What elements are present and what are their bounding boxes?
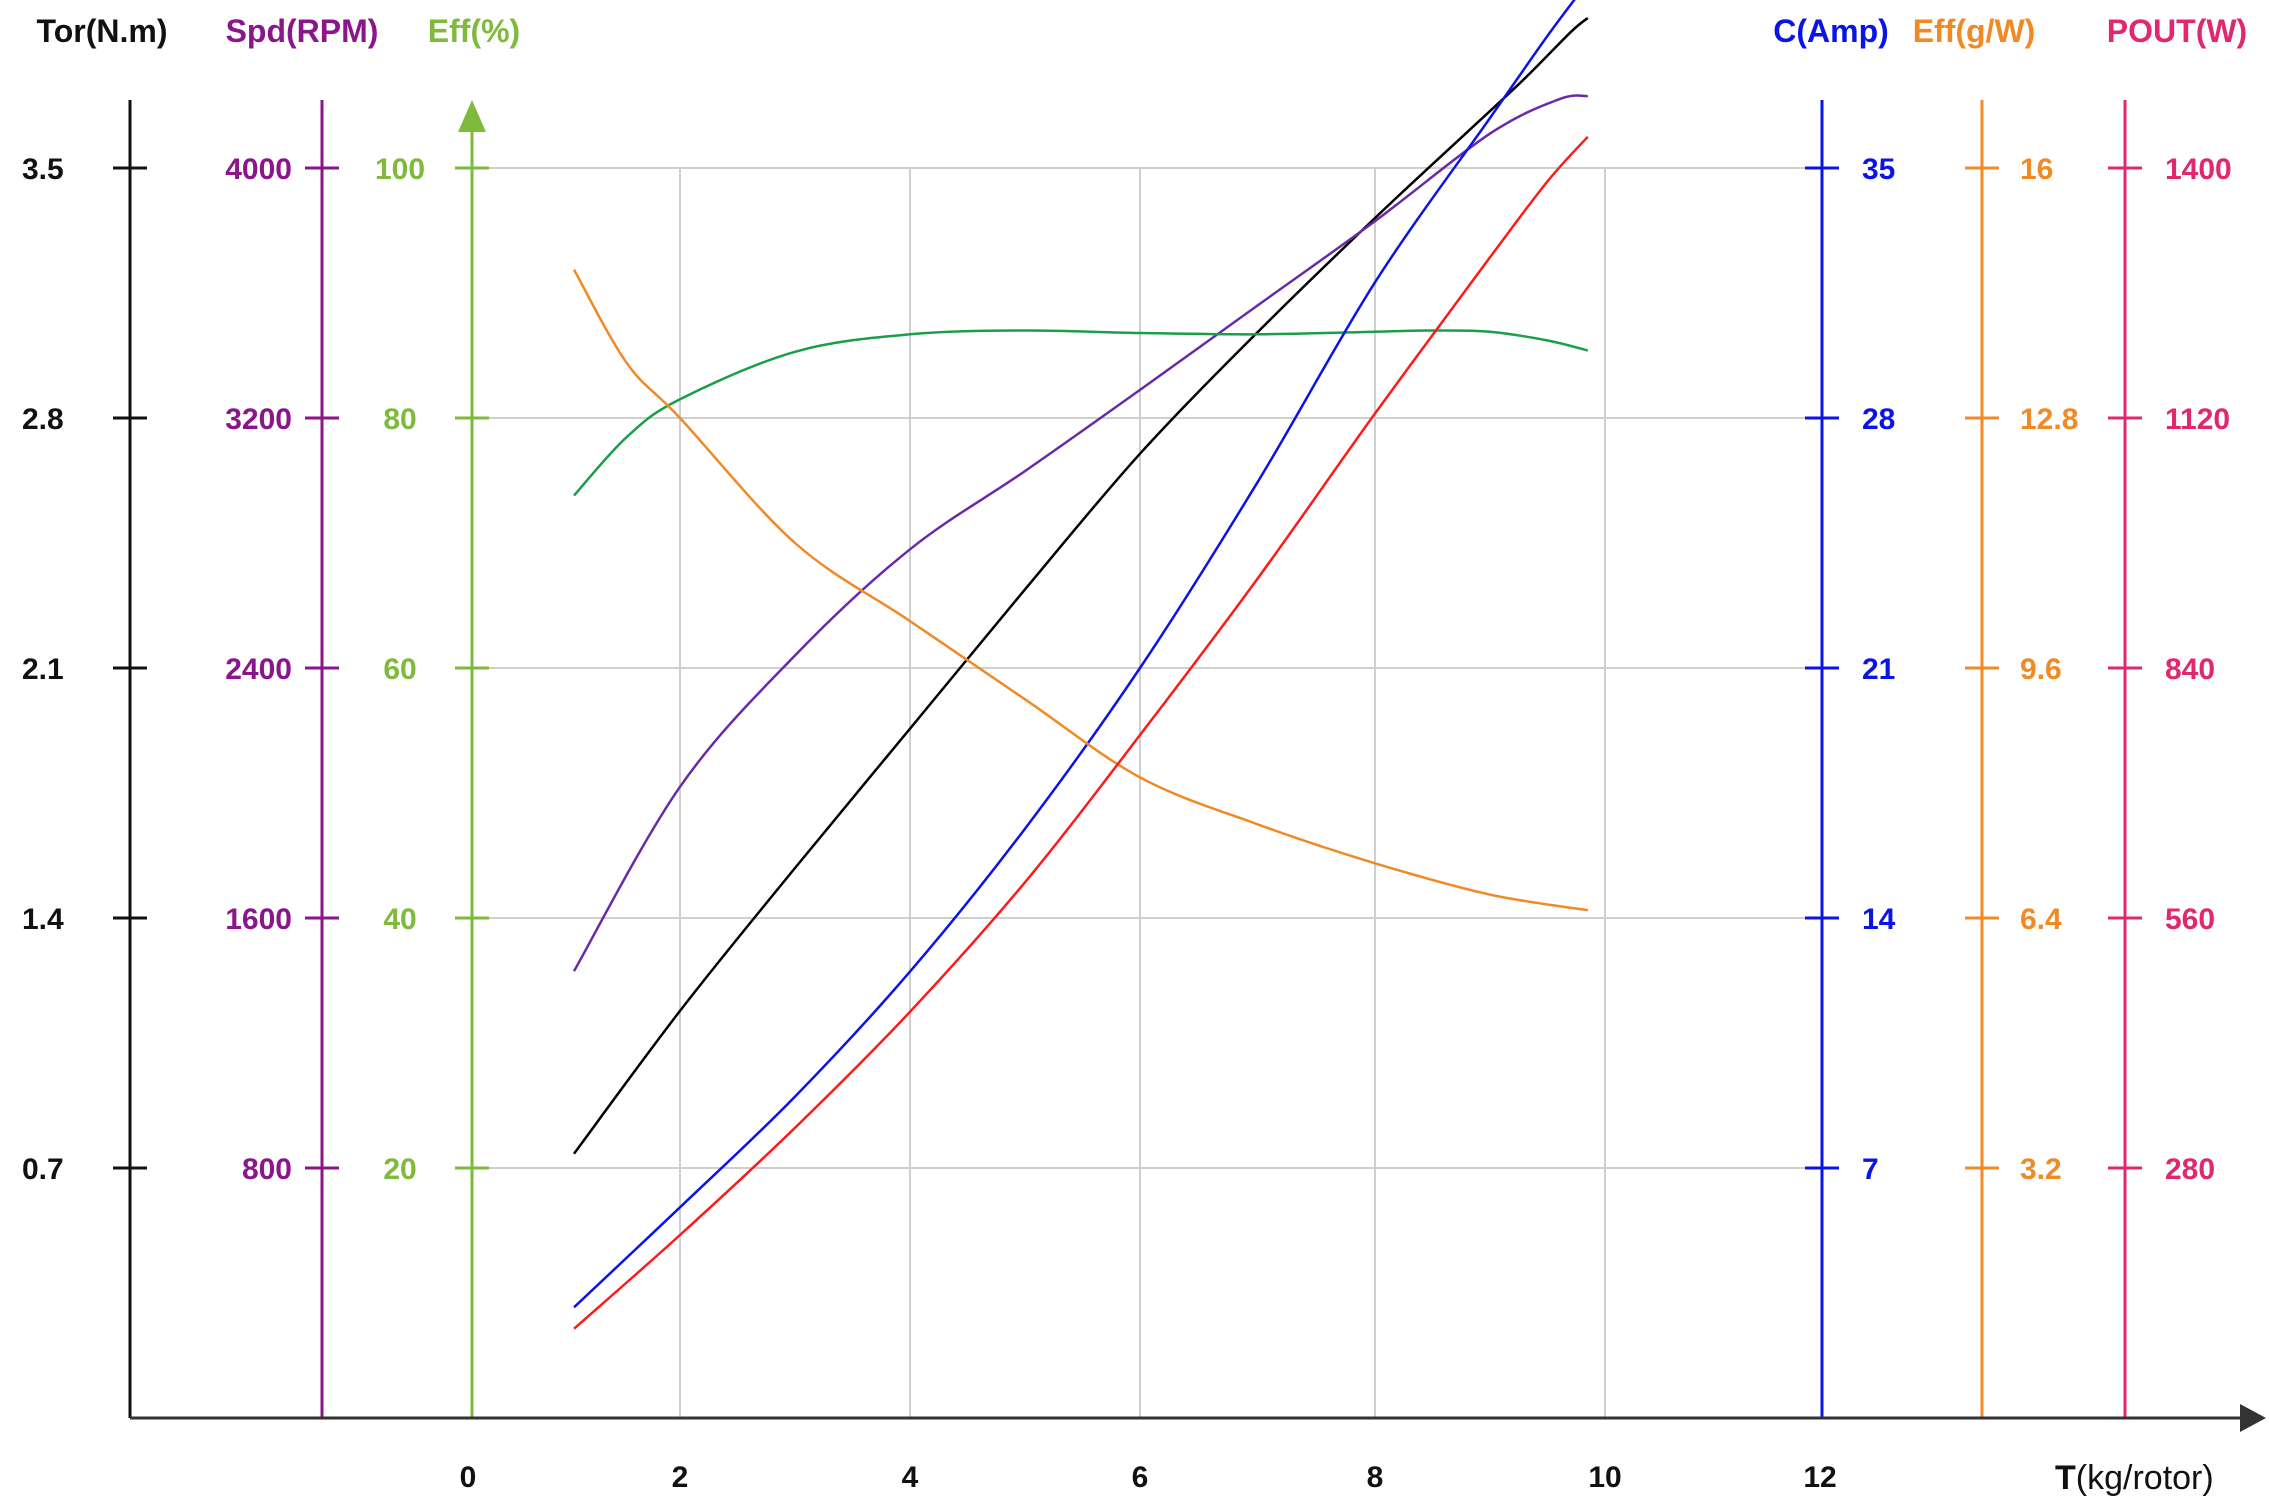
pout-axis-title: POUT(W) [2107,13,2247,49]
eff-axis-arrowhead [458,100,486,132]
eff-tick-label: 20 [383,1153,416,1186]
tor-tick-label: 3.5 [22,153,64,186]
x-axis: 0 2 4 6 8 10 12 T(kg/rotor) [130,1404,2266,1497]
cur-tick-label: 21 [1862,653,1895,686]
series-line-cur [573,0,1576,1309]
spd-tick-label: 800 [242,1153,292,1186]
effg-tick-label: 12.8 [2020,403,2078,436]
gridlines [472,167,1822,1418]
spd-tick-label: 1600 [225,903,292,936]
spd-tick-label: 2400 [225,653,292,686]
effg-tick-label: 9.6 [2020,653,2062,686]
x-tick-label: 4 [902,1461,919,1494]
eff-tick-label: 40 [383,903,416,936]
data-curves [572,0,1589,1330]
tor-tick-label: 2.8 [22,403,64,436]
cur-tick-label: 35 [1862,153,1895,186]
effg-tick-label: 6.4 [2020,903,2062,936]
tor-tick-label: 2.1 [22,653,64,686]
eff-tick-label: 100 [375,153,425,186]
x-tick-label: 2 [672,1461,689,1494]
series-line-eff [573,329,1589,497]
spd-tick-label: 4000 [225,153,292,186]
tor-tick-label: 1.4 [22,903,64,936]
pout-tick-label: 1120 [2165,403,2230,436]
x-tick-label: 10 [1588,1461,1621,1494]
x-axis-title: T(kg/rotor) [2055,1459,2214,1497]
effg-tick-label: 3.2 [2020,1153,2062,1186]
x-axis-title-prefix: T [2055,1459,2076,1497]
spd-axis-title: Spd(RPM) [226,13,379,49]
tor-tick-label: 0.7 [22,1153,64,1186]
tor-axis-title: Tor(N.m) [37,13,168,49]
x-tick-label: 0 [460,1461,477,1494]
spd-tick-label: 3200 [225,403,292,436]
x-axis-arrowhead [2240,1404,2266,1432]
y-axes: Tor(N.m) 0.7 1.4 2.1 2.8 3.5 Spd(RPM) 800 1600 24… [22,13,2247,1418]
pout-tick-label: 840 [2165,653,2215,686]
series-line-spd [572,94,1588,972]
series-line-pout [573,135,1589,1330]
cur-tick-label: 7 [1862,1153,1879,1186]
x-tick-label: 12 [1803,1461,1836,1494]
pout-tick-label: 560 [2165,903,2215,936]
cur-tick-label: 28 [1862,403,1895,436]
pout-tick-label: 1400 [2165,153,2232,186]
x-tick-label: 8 [1367,1461,1384,1494]
cur-tick-label: 14 [1862,903,1896,936]
pout-tick-label: 280 [2165,1153,2215,1186]
cur-axis-title: C(Amp) [1773,13,1889,49]
x-axis-title-unit: (kg/rotor) [2076,1459,2214,1497]
effg-tick-label: 16 [2020,153,2053,186]
eff-tick-label: 60 [383,653,416,686]
series-line-effg [572,268,1588,912]
effg-axis-title: Eff(g/W) [1913,13,2036,49]
eff-axis-title: Eff(%) [428,13,520,49]
series-line-tor [572,17,1589,1155]
x-tick-label: 6 [1132,1461,1149,1494]
eff-tick-label: 80 [383,403,416,436]
